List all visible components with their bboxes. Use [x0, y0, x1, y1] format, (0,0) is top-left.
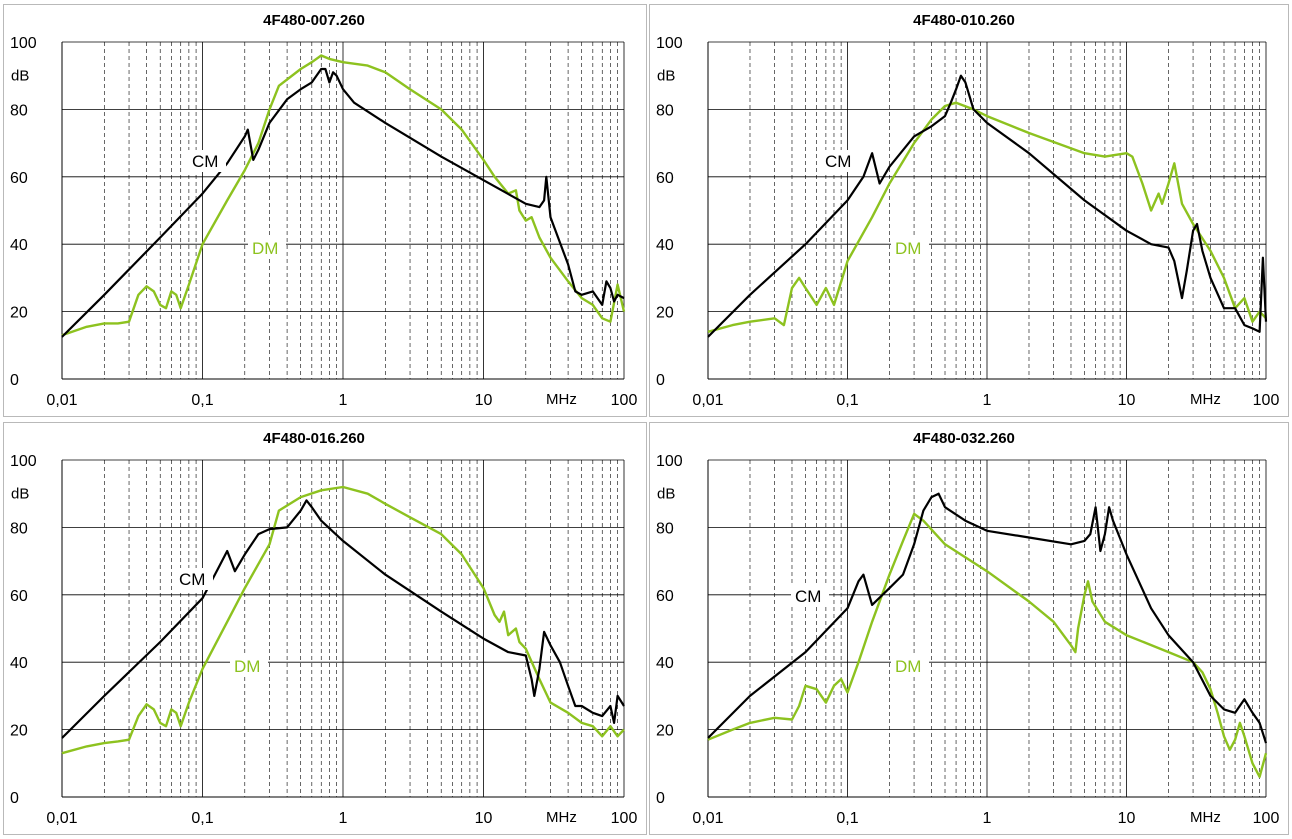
x-tick-label: 100: [611, 392, 638, 409]
series-line-cm: [707, 492, 1268, 744]
series-label-bg-cm: [791, 585, 829, 607]
x-tick-label: 0,1: [836, 392, 858, 409]
chart-svg-3: 4F480-016.260 0 20 40 60 80 100 dB 0,01 0,1 1 10 100…: [9, 430, 638, 827]
minor-gridlines: [749, 460, 1260, 797]
x-tick-label: 100: [611, 810, 638, 827]
chart-panel-2: 4F480-010.260 0 20 40 60 80 100 dB 0,01 0,1 1 10 100…: [649, 4, 1289, 417]
x-tick-label: 1: [339, 810, 348, 827]
x-unit-label: MHz: [1190, 391, 1221, 408]
series-label-bg-dm: [230, 655, 268, 677]
x-unit-label: MHz: [546, 809, 577, 826]
y-tick-label: 100: [10, 453, 37, 470]
x-tick-label: 1: [983, 392, 992, 409]
y-tick-label: 80: [656, 102, 674, 119]
x-tick-label: 0,01: [692, 392, 723, 409]
series-label-dm: DM: [895, 239, 921, 258]
y-tick-label: 0: [656, 372, 665, 389]
x-tick-label: 10: [1118, 810, 1136, 827]
chart-svg-4: 4F480-032.260 0 20 40 60 80 100 dB 0,01 0,1 1 10 100…: [655, 430, 1280, 827]
x-tick-label: 0,1: [836, 810, 858, 827]
y-tick-label: 0: [10, 790, 19, 807]
y-tick-label: 0: [10, 372, 19, 389]
series-line-dm: [61, 485, 625, 755]
minor-gridlines: [749, 42, 1260, 379]
x-tick-label: 100: [1253, 392, 1280, 409]
series-line-dm: [707, 512, 1268, 778]
chart-title: 4F480-032.260: [913, 430, 1015, 447]
series-label-bg-dm: [891, 237, 929, 259]
series-line-cm: [707, 74, 1268, 338]
y-tick-label: 20: [656, 723, 674, 740]
y-tick-label: 40: [10, 237, 28, 254]
x-tick-label: 0,01: [46, 392, 77, 409]
y-unit-label: dB: [11, 486, 29, 503]
y-tick-label: 40: [656, 655, 674, 672]
series-label-bg-cm: [175, 568, 213, 590]
x-tick-label: 0,01: [692, 810, 723, 827]
series-label-dm: DM: [234, 657, 260, 676]
y-tick-label: 80: [10, 102, 28, 119]
minor-gridlines: [103, 460, 618, 797]
minor-gridlines: [103, 42, 618, 379]
y-tick-label: 40: [10, 655, 28, 672]
series-line-dm: [61, 54, 626, 337]
y-unit-label: dB: [11, 68, 29, 85]
chart-panel-1: 4F480-007.260 0 20 40 60 80 100 dB 0,01 0,1 1 10 100…: [3, 4, 647, 417]
x-tick-label: 10: [475, 392, 493, 409]
chart-svg-1: 4F480-007.260 0 20 40 60 80 100 dB 0,01 0,1 1 10 100…: [9, 12, 638, 409]
series-label-bg-cm: [188, 150, 226, 172]
y-tick-label: 20: [10, 723, 28, 740]
y-tick-label: 100: [656, 35, 683, 52]
y-unit-label: dB: [657, 486, 675, 503]
x-tick-label: 0,01: [46, 810, 77, 827]
y-tick-label: 20: [656, 305, 674, 322]
y-tick-label: 80: [10, 520, 28, 537]
series-label-bg-dm: [248, 237, 286, 259]
y-unit-bg: [655, 481, 683, 502]
y-tick-label: 20: [10, 305, 28, 322]
chart-title: 4F480-010.260: [913, 12, 1015, 29]
x-unit-label: MHz: [546, 391, 577, 408]
series-line-cm: [61, 67, 625, 338]
chart-panel-3: 4F480-016.260 0 20 40 60 80 100 dB 0,01 0,1 1 10 100…: [3, 422, 647, 835]
series-label-cm: CM: [179, 570, 205, 589]
x-tick-label: 100: [1253, 810, 1280, 827]
series-label-dm: DM: [252, 239, 278, 258]
x-tick-label: 1: [983, 810, 992, 827]
series-line-dm: [707, 101, 1267, 333]
y-unit-bg: [9, 481, 37, 502]
x-tick-label: 1: [339, 392, 348, 409]
series-label-bg-cm: [821, 150, 859, 172]
y-unit-label: dB: [657, 68, 675, 85]
series-label-cm: CM: [825, 152, 851, 171]
series-label-cm: CM: [795, 587, 821, 606]
y-unit-bg: [9, 63, 37, 84]
x-tick-label: 10: [475, 810, 493, 827]
series-label-bg-dm: [891, 655, 929, 677]
chart-panel-4: 4F480-032.260 0 20 40 60 80 100 dB 0,01 0,1 1 10 100…: [649, 422, 1289, 835]
y-tick-label: 60: [656, 588, 674, 605]
chart-title: 4F480-016.260: [263, 430, 365, 447]
chart-title: 4F480-007.260: [263, 12, 365, 29]
major-gridlines: [61, 459, 625, 797]
x-tick-label: 10: [1118, 392, 1136, 409]
y-tick-label: 60: [656, 170, 674, 187]
y-tick-label: 100: [656, 453, 683, 470]
y-tick-label: 80: [656, 520, 674, 537]
x-tick-label: 0,1: [191, 810, 213, 827]
series-label-cm: CM: [192, 152, 218, 171]
y-tick-label: 100: [10, 35, 37, 52]
y-tick-label: 60: [10, 170, 28, 187]
y-unit-bg: [655, 63, 683, 84]
y-tick-label: 60: [10, 588, 28, 605]
chart-svg-2: 4F480-010.260 0 20 40 60 80 100 dB 0,01 0,1 1 10 100…: [655, 12, 1280, 409]
x-tick-label: 0,1: [191, 392, 213, 409]
y-tick-label: 0: [656, 790, 665, 807]
y-tick-label: 40: [656, 237, 674, 254]
x-unit-label: MHz: [1190, 809, 1221, 826]
series-line-cm: [61, 499, 625, 739]
series-label-dm: DM: [895, 657, 921, 676]
